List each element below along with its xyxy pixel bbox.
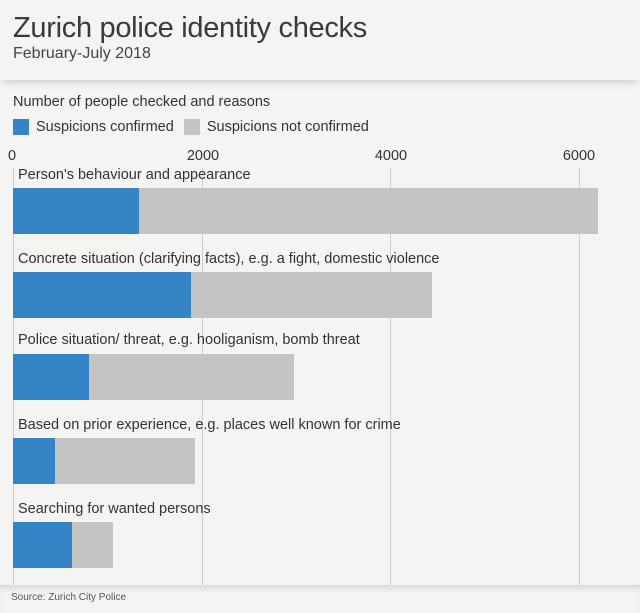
x-tick-0: 0 [8, 148, 17, 164]
bar-segment-not-confirmed [89, 354, 294, 400]
bar-segment-confirmed [13, 272, 192, 318]
bar-segment-confirmed [13, 354, 90, 400]
category-label: Concrete situation (clarifying facts), e… [18, 251, 440, 267]
bar-segment-not-confirmed [71, 522, 114, 568]
bar-segment-not-confirmed [191, 272, 433, 318]
category-label: Police situation/ threat, e.g. hooligani… [18, 332, 360, 348]
bar-row [13, 272, 433, 318]
bar-segment-confirmed [13, 522, 72, 568]
source-note: Source: Zurich City Police [11, 592, 127, 603]
legend: Suspicions confirmed Suspicions not conf… [13, 119, 379, 135]
legend-item-not-confirmed: Suspicions not confirmed [183, 119, 369, 135]
chart-title: Zurich police identity checks [13, 12, 367, 44]
gridline-6000 [579, 168, 580, 585]
gridline-4000 [390, 168, 391, 585]
bar-row [13, 354, 294, 400]
legend-label-confirmed: Suspicions confirmed [36, 119, 174, 135]
category-label: Based on prior experience, e.g. places w… [18, 417, 401, 433]
bar-segment-not-confirmed [55, 438, 195, 484]
legend-label-not-confirmed: Suspicions not confirmed [206, 119, 369, 135]
bar-row [13, 438, 195, 484]
x-tick-4000: 4000 [374, 148, 408, 164]
category-label: Person's behaviour and appearance [18, 167, 251, 183]
legend-swatch-confirmed [13, 119, 29, 135]
legend-swatch-not-confirmed [183, 119, 200, 135]
plot-area: 0 2000 4000 6000 Person's behaviour and … [0, 140, 640, 585]
footer: Source: Zurich City Police [0, 585, 640, 613]
bar-segment-confirmed [13, 188, 140, 234]
legend-item-confirmed: Suspicions confirmed [13, 119, 174, 135]
bar-segment-confirmed [13, 438, 56, 484]
header: Zurich police identity checks February-J… [0, 0, 640, 80]
chart-subtitle: February-July 2018 [13, 45, 151, 62]
x-tick-6000: 6000 [562, 148, 596, 164]
chart-axis-label: Number of people checked and reasons [13, 94, 271, 110]
x-tick-2000: 2000 [186, 148, 220, 164]
bar-segment-not-confirmed [139, 188, 598, 234]
category-label: Searching for wanted persons [18, 501, 211, 517]
bar-row [13, 522, 114, 568]
bar-row [13, 188, 598, 234]
